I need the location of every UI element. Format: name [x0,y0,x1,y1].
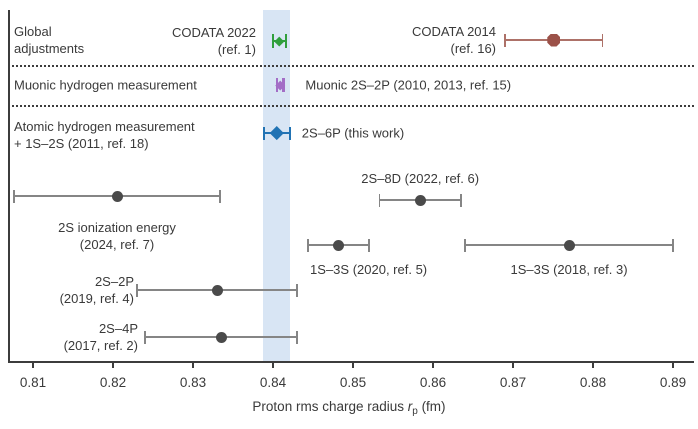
x-tick-mark [32,361,34,368]
codata-uncertainty-band [263,10,290,361]
y-axis-line [8,10,10,361]
point-label: CODATA 2014 (ref. 16) [411,24,496,56]
error-cap-left [271,34,275,48]
x-tick-label: 0.82 [99,375,127,390]
point-label: 2S–6P (this work) [301,125,405,141]
error-cap-right [288,126,291,140]
separator-dotted-line [8,65,694,67]
point-label: 1S–3S (2020, ref. 5) [310,262,428,277]
category-label: Atomic hydrogen measurement + 1S–2S (2011… [14,119,195,151]
error-cap-left [378,193,381,207]
marker-circle [414,194,426,206]
error-cap-left [12,189,15,203]
error-cap-right [601,33,604,47]
x-tick-label: 0.87 [499,375,527,390]
error-cap-left [263,126,266,140]
marker-circle [563,239,575,251]
point-label: 2S–2P (2019, ref. 4) [59,274,134,306]
error-cap-left [464,238,466,252]
marker-octagon [547,33,561,47]
x-tick-mark [272,361,274,368]
x-tick-mark [192,361,194,368]
error-cap-right [296,330,298,344]
point-label: 2S–8D (2022, ref. 6) [361,171,480,186]
point-label: Muonic 2S–2P (2010, 2013, ref. 15) [305,77,512,93]
separator-dotted-line [8,105,694,107]
x-tick-label: 0.85 [339,375,367,390]
x-tick-label: 0.89 [659,375,687,390]
x-tick-label: 0.83 [179,375,207,390]
x-tick-label: 0.81 [19,375,47,390]
point-label: 2S ionization energy (2024, ref. 7) [58,220,176,252]
marker-circle [211,284,223,296]
x-axis-title-suffix: (fm) [417,399,446,414]
x-tick-label: 0.88 [579,375,607,390]
x-tick-label: 0.86 [419,375,447,390]
error-cap-left [307,238,310,252]
x-tick-mark [512,361,514,368]
x-tick-label: 0.84 [259,375,287,390]
error-cap-right [296,283,298,297]
marker-circle [111,190,123,202]
marker-circle [215,331,227,343]
error-cap-left [144,330,146,344]
error-cap-right [219,189,222,203]
point-label: 1S–3S (2018, ref. 3) [510,262,628,277]
category-label: Global adjustments [14,24,85,56]
error-cap-right [672,238,674,252]
x-axis-title-prefix: Proton rms charge radius [252,399,408,414]
x-tick-mark [672,361,674,368]
x-axis-title: Proton rms charge radius rp (fm) [0,399,698,417]
marker-circle [333,239,345,251]
x-axis-title-subscript: p [412,406,418,417]
x-axis-line [8,361,694,363]
x-tick-mark [352,361,354,368]
x-tick-mark [592,361,594,368]
error-cap-left [136,283,138,297]
error-cap-right [460,193,462,207]
point-label: CODATA 2022 (ref. 1) [171,25,256,57]
error-cap-right [368,238,370,252]
category-label: Muonic hydrogen measurement [14,77,197,93]
error-cap-left [504,33,506,47]
point-label: 2S–4P (2017, ref. 2) [63,321,138,353]
x-tick-mark [112,361,114,368]
x-tick-mark [432,361,434,368]
x-axis-title-symbol: r [407,399,413,414]
